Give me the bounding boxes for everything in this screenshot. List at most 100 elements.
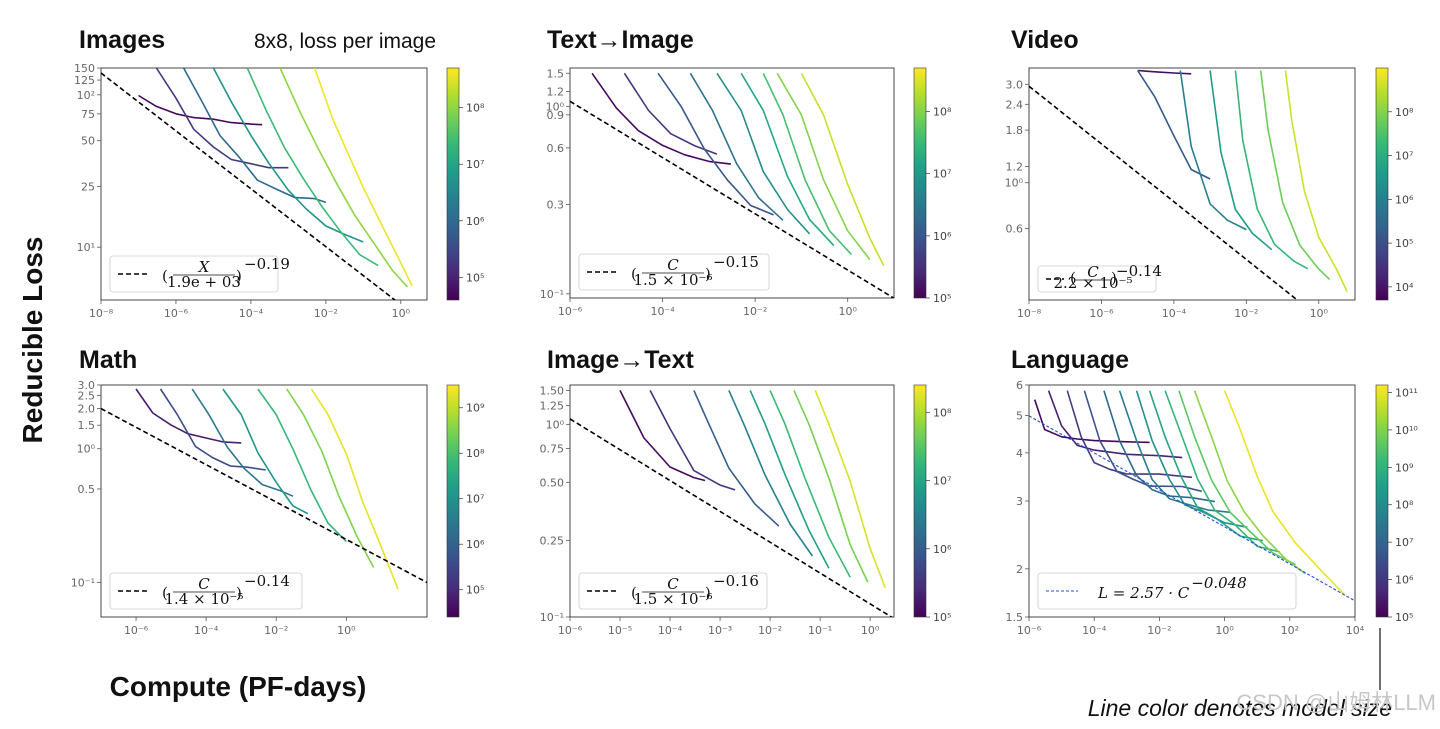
x-tick-label: 10⁻⁶ [558, 624, 583, 637]
series-line [313, 68, 413, 287]
colorbar-tick-label: 10⁷ [466, 158, 484, 171]
series-line [1209, 70, 1273, 251]
series-line [1137, 70, 1211, 180]
x-tick-label: 10⁰ [1215, 624, 1234, 637]
series-line [222, 388, 309, 515]
series-line [310, 388, 399, 590]
trend-line [1029, 85, 1299, 300]
legend: L = 2.57 · C−0.048 [1037, 572, 1297, 610]
panel-images: Images 8x8, loss per image 10⁻⁸ 10⁻⁶ 10⁻⁴ 10⁻… [74, 26, 485, 320]
legend-label: L = 2.57 · C [1097, 584, 1190, 602]
colorbar-tick-label: 10⁸ [466, 447, 485, 460]
colorbar: 10⁵ 10⁶ 10⁷ 10⁸ 10⁹ 10¹⁰ 10¹¹ [1375, 384, 1418, 624]
x-tick-label: 10⁻¹ [808, 624, 832, 637]
colorbar-tick-label: 10⁷ [933, 168, 951, 181]
colorbar: 10⁴ 10⁵ 10⁶ 10⁷ 10⁸ [1375, 67, 1414, 301]
legend-box [1037, 265, 1157, 293]
x-tick-label: 10⁻⁴ [239, 307, 264, 320]
legend-exponent: −0.16 [713, 572, 759, 590]
colorbar-tick-label: 10⁵ [1395, 237, 1413, 250]
series-line [657, 72, 774, 216]
colorbar: 10⁵ 10⁶ 10⁷ 10⁸ 10⁹ [446, 384, 485, 618]
colorbar-gradient [446, 67, 460, 301]
x-tick-label: 10² [1281, 624, 1299, 637]
legend-exponent: −0.15 [713, 253, 759, 271]
x-tick-label: 10⁰ [392, 307, 411, 320]
legend-numerator: X [198, 258, 211, 276]
colorbar-tick-label: 10⁷ [1395, 536, 1413, 549]
colorbar-gradient [913, 67, 927, 299]
colorbar-tick-label: 10⁶ [1395, 193, 1414, 206]
colorbar-tick-label: 10⁸ [933, 406, 952, 419]
series-line [1234, 70, 1309, 270]
y-tick-label: 0.9 [547, 109, 565, 122]
legend-box [1037, 572, 1297, 610]
legend-box [109, 255, 279, 293]
series-line [762, 72, 852, 256]
x-tick-label: 10⁻⁶ [1089, 307, 1114, 320]
legend-exponent: −0.19 [244, 255, 290, 273]
x-tick-label: 10⁻⁶ [558, 305, 583, 318]
legend-paren-open: ( [631, 584, 637, 602]
plot-frame [569, 384, 895, 618]
series-line [1223, 390, 1346, 596]
series-line [1083, 390, 1202, 493]
legend-paren-close: ) [705, 265, 711, 283]
panels-container: Images 8x8, loss per image 10⁻⁸ 10⁻⁶ 10⁻⁴ 10⁻… [71, 26, 1419, 637]
trend-line [570, 100, 894, 298]
x-tick-label: 10⁻⁴ [194, 624, 219, 637]
y-tick-label: 0.75 [540, 442, 565, 455]
y-tick-label: 1.2 [1006, 160, 1024, 173]
panel-title: Language [1011, 346, 1129, 374]
y-tick-label: 0.5 [78, 483, 96, 496]
series-line [728, 390, 814, 557]
series-line [191, 388, 294, 497]
series-line [800, 72, 885, 266]
legend-numerator: C [1087, 263, 1099, 281]
series-line [159, 388, 266, 471]
series-line [1164, 390, 1281, 553]
series-line [740, 72, 835, 247]
x-tick-label: 10⁻² [1147, 624, 1171, 637]
plot-area [570, 72, 894, 298]
colorbar-tick-label: 10⁸ [1395, 499, 1414, 512]
series-line [286, 388, 375, 568]
figure-footnote: Line color denotes model size [1088, 695, 1392, 721]
panel-title: Images [79, 26, 165, 54]
y-tick-label: 0.50 [540, 476, 565, 489]
y-tick-label: 0.25 [540, 534, 565, 547]
legend-paren-close: ) [1111, 269, 1117, 287]
y-tick-label: 0.3 [547, 198, 565, 211]
plot-frame [100, 67, 428, 301]
y-tick-label: 1.5 [547, 67, 565, 80]
legend-denominator: 1.5 × 10⁻⁶ [634, 590, 713, 608]
series-line [1178, 390, 1296, 566]
y-tick-label: 6 [1016, 379, 1023, 392]
series-line [257, 388, 347, 543]
series-line [693, 390, 780, 527]
plot-area [101, 388, 427, 590]
series-line [1066, 390, 1193, 479]
y-tick-label: 0.6 [1006, 222, 1024, 235]
series-line [619, 390, 706, 482]
colorbar: 10⁵ 10⁶ 10⁷ 10⁸ [446, 67, 485, 301]
trend-line [101, 72, 397, 300]
y-tick-label: 2.4 [1006, 98, 1024, 111]
plot-frame [569, 67, 895, 299]
panel-image-text: Image→Text 10⁻⁶ 10⁻⁵ 10⁻⁴ 10⁻³ 10⁻² 10⁻¹ 10⁰ 10⁻… [540, 346, 952, 637]
colorbar-tick-label: 10⁷ [933, 475, 951, 488]
plot-area [1029, 390, 1355, 602]
x-tick-label: 10⁰ [337, 624, 356, 637]
panel-title: Math [79, 346, 137, 374]
x-tick-label: 10⁻⁶ [164, 307, 189, 320]
y-tick-label: 1.25 [540, 400, 565, 413]
colorbar-tick-label: 10⁶ [466, 538, 485, 551]
trend-line [1029, 415, 1355, 602]
y-tick-label: 10⁰ [546, 100, 565, 113]
x-tick-label: 10⁻² [758, 624, 782, 637]
y-tick-label: 2 [1016, 563, 1023, 576]
x-tick-label: 10⁻³ [708, 624, 732, 637]
series-line [591, 72, 731, 165]
x-tick-label: 10⁻⁶ [124, 624, 149, 637]
